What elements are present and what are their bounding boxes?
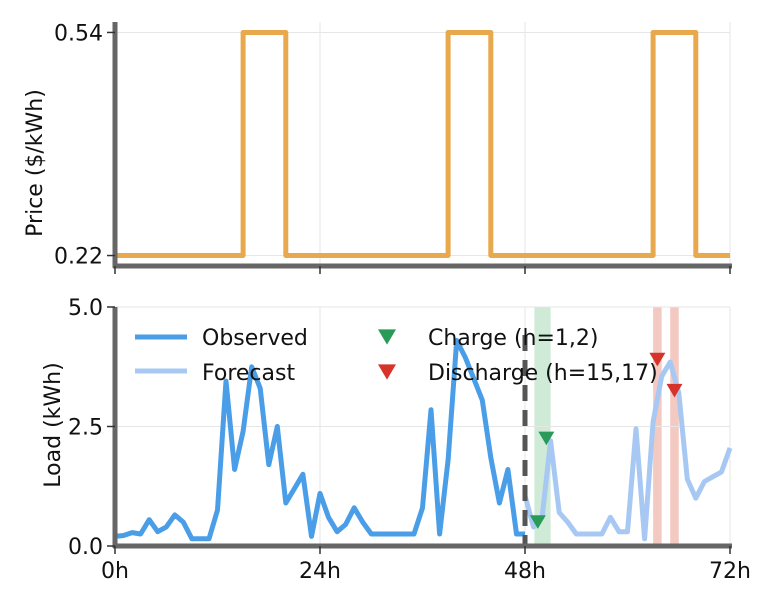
legend: Observed Forecast Charge (h=1,2) Dischar… (135, 326, 658, 386)
price-series (115, 30, 730, 258)
y-tick-label-0: 0.22 (54, 245, 103, 270)
load-axes (107, 306, 732, 554)
legend-discharge-label: Discharge (h=15,17) (428, 361, 658, 386)
discharge-marker-0 (649, 352, 666, 367)
price-axes (107, 22, 732, 274)
y-tick-label-0: 0.0 (68, 535, 103, 560)
y-tick-label-1: 0.54 (54, 21, 103, 46)
charge-marker-0 (529, 515, 546, 529)
charge-marker-1 (538, 431, 555, 446)
x-tick-label-1: 24h (299, 559, 341, 584)
legend-observed-label: Observed (202, 326, 308, 351)
price-panel: 0.22 0.54 Price ($/kWh) (23, 21, 732, 274)
load-panel: 0.0 2.5 5.0 0h 24h 48h 72h Load (kWh) Observed… (41, 296, 751, 584)
discharge-marker-1 (666, 383, 683, 398)
load-y-axis-label: Load (kWh) (41, 362, 66, 487)
price-line (115, 30, 730, 258)
x-tick-label-0: 0h (101, 559, 129, 584)
legend-charge-marker (378, 329, 396, 345)
y-tick-label-2: 5.0 (68, 296, 103, 321)
action-markers (529, 352, 683, 529)
legend-forecast-label: Forecast (202, 361, 295, 386)
legend-discharge-marker (378, 364, 396, 380)
observed-line (114, 338, 525, 542)
x-tick-label-2: 48h (504, 559, 546, 584)
load-series (114, 338, 733, 542)
price-tick-labels: 0.22 0.54 (54, 21, 103, 269)
y-tick-label-1: 2.5 (68, 416, 103, 441)
legend-charge-label: Charge (h=1,2) (428, 326, 598, 351)
forecast-line (522, 359, 733, 542)
price-grid (114, 22, 731, 266)
x-tick-label-3: 72h (709, 559, 751, 584)
load-tick-labels: 0.0 2.5 5.0 0h 24h 48h 72h (68, 296, 751, 584)
price-y-axis-label: Price ($/kWh) (23, 89, 48, 237)
